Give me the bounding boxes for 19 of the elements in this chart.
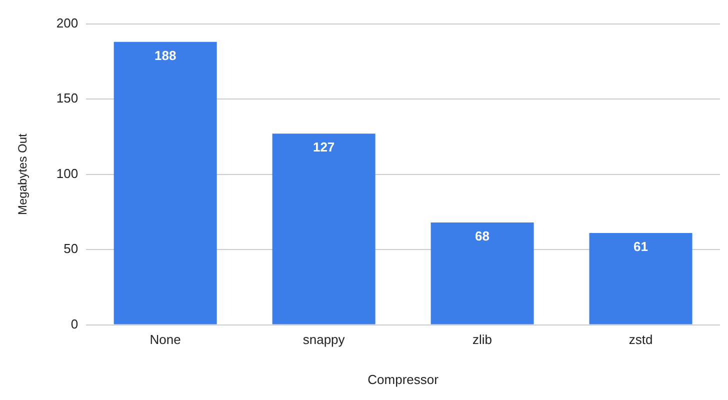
x-axis-title: Compressor (368, 372, 440, 387)
bar (430, 222, 534, 324)
bar (114, 42, 217, 324)
x-tick-label: snappy (302, 332, 346, 348)
x-tick-label: zstd (628, 332, 653, 348)
data-label: 127 (312, 140, 335, 155)
y-tick-label: 150 (56, 90, 78, 106)
bar (272, 134, 376, 324)
y-axis-title: Megabytes Out (16, 132, 30, 215)
bar (589, 232, 692, 324)
x-tick-label: zlib (472, 332, 492, 348)
y-tick-label: 50 (64, 241, 78, 256)
y-tick-label: 200 (56, 15, 78, 30)
y-tick-label: 100 (56, 166, 78, 181)
data-label: 68 (475, 228, 490, 244)
x-tick-label: None (150, 332, 181, 348)
y-tick-label: 0 (70, 316, 78, 332)
data-label: 188 (154, 48, 176, 63)
data-label: 61 (634, 239, 648, 254)
